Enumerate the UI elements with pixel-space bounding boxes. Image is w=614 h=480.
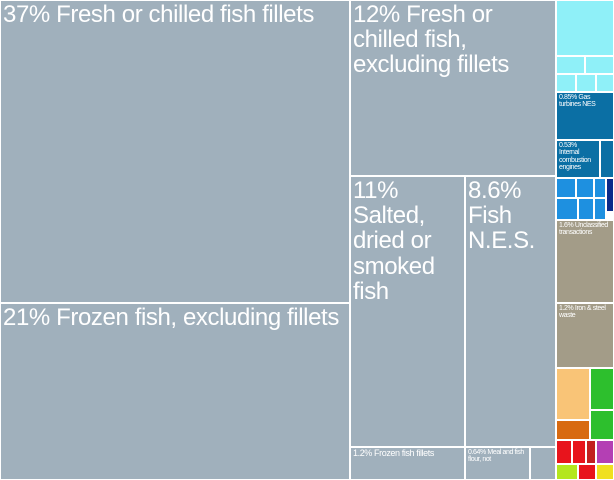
- small-tile: [606, 178, 614, 212]
- value-label: 0.53%: [559, 142, 577, 149]
- tile-label: Frozen fish fillets: [374, 448, 434, 458]
- tile: 1.2% Frozen fish fillets: [350, 447, 465, 480]
- value-label: 0.64%: [468, 449, 486, 456]
- small-tile: [556, 198, 578, 220]
- tile: 11% Salted, dried or smoked fish: [350, 176, 465, 447]
- value-label: 1.6%: [559, 222, 574, 229]
- tile: 12% Fresh or chilled fish, excluding fil…: [350, 0, 556, 176]
- small-tile: [594, 178, 606, 198]
- tile-label: Fish N.E.S.: [468, 202, 535, 255]
- tile: 0.64% Meal and fish flour, not: [465, 447, 530, 480]
- small-tile: [556, 464, 578, 480]
- small-tile: [556, 178, 576, 198]
- tile: 1.2% Iron & steel waste: [556, 303, 614, 368]
- small-tile: [556, 74, 576, 92]
- value-label: 1.2%: [353, 448, 372, 458]
- tile: 37% Fresh or chilled fish fillets: [0, 0, 350, 303]
- value-label: 8.6%: [468, 177, 522, 204]
- value-label: 11%: [353, 177, 399, 204]
- tile: 0.53% Internal combustion engines: [556, 140, 600, 178]
- small-tile: [578, 464, 596, 480]
- tile-label: Salted, dried or smoked fish: [353, 202, 435, 305]
- small-tile: [556, 56, 585, 74]
- tile-label: Internal combustion engines: [559, 149, 591, 172]
- value-label: 0.85%: [559, 94, 577, 101]
- value-label: 1.2%: [559, 305, 574, 312]
- small-tile: [586, 440, 596, 464]
- small-tile: [576, 74, 596, 92]
- tile-label: Iron & steel waste: [559, 305, 606, 320]
- small-tile: [578, 198, 594, 220]
- small-tile: [596, 440, 614, 464]
- value-label: 12%: [353, 1, 400, 28]
- tile-label: Meal and fish flour, not: [468, 449, 524, 464]
- tile: 8.6% Fish N.E.S.: [465, 176, 556, 447]
- small-tile: [590, 410, 614, 440]
- tile-label: Gas turbines NES: [559, 94, 596, 109]
- small-tile: [576, 178, 594, 198]
- value-label: 21%: [3, 304, 50, 331]
- small-tile: [596, 74, 614, 92]
- small-tile: [556, 368, 590, 420]
- small-tile: [530, 447, 556, 480]
- tile-label: Fresh or chilled fish, excluding fillets: [353, 1, 509, 79]
- tile: 0.85% Gas turbines NES: [556, 92, 614, 140]
- small-tile: [556, 0, 614, 56]
- tile-label: Fresh or chilled fish fillets: [56, 1, 314, 28]
- small-tile: [556, 420, 590, 440]
- tile-label: Unclassified transactions: [559, 222, 608, 237]
- tile: 21% Frozen fish, excluding fillets: [0, 303, 350, 480]
- small-tile: [600, 140, 614, 178]
- small-tile: [585, 56, 614, 74]
- small-tile: [590, 368, 614, 410]
- small-tile: [556, 440, 572, 464]
- small-tile: [594, 198, 606, 220]
- tile: 1.6% Unclassified transactions: [556, 220, 614, 303]
- small-tile: [572, 440, 586, 464]
- small-tile: [596, 464, 614, 480]
- value-label: 37%: [3, 1, 50, 28]
- tile-label: Frozen fish, excluding fillets: [56, 304, 339, 331]
